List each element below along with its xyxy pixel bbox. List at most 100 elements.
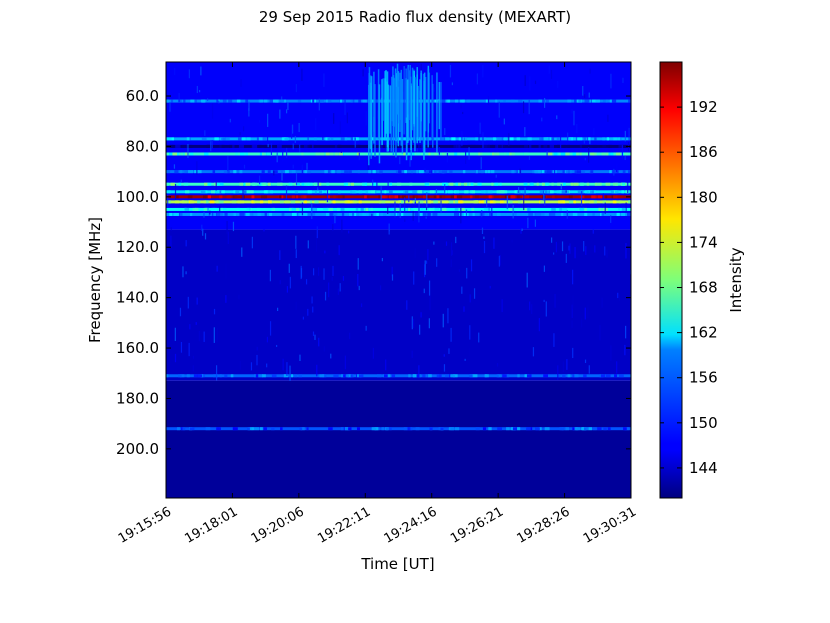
band-speckle xyxy=(176,195,179,199)
band-speckle xyxy=(245,212,250,216)
band-speckle xyxy=(225,137,230,141)
noise-streak xyxy=(409,157,411,167)
band-speckle xyxy=(278,195,282,199)
band-speckle xyxy=(556,190,562,194)
band-speckle xyxy=(468,182,472,186)
band-speckle xyxy=(572,212,578,216)
band-speckle xyxy=(295,207,300,211)
band-speckle xyxy=(416,374,420,378)
burst-streak xyxy=(438,82,441,130)
band-speckle xyxy=(493,137,496,141)
band-speckle xyxy=(228,144,233,148)
band-speckle xyxy=(372,170,376,174)
band-speckle xyxy=(441,152,446,156)
noise-streak xyxy=(337,288,340,295)
band-speckle xyxy=(343,374,346,378)
band-speckle xyxy=(418,200,424,204)
band-speckle xyxy=(449,200,454,204)
band-speckle xyxy=(628,170,631,174)
band-speckle xyxy=(347,200,352,204)
band-speckle xyxy=(508,152,512,156)
band-speckle xyxy=(428,374,432,378)
band-speckle xyxy=(233,170,237,174)
noise-streak xyxy=(593,128,595,136)
band-speckle xyxy=(303,212,308,216)
band-speckle xyxy=(294,190,299,194)
band-speckle xyxy=(250,190,254,194)
band-speckle xyxy=(315,152,321,156)
noise-streak xyxy=(520,228,522,234)
x-tick-label: 19:30:31 xyxy=(581,504,639,546)
band-speckle xyxy=(178,374,182,378)
noise-streak xyxy=(476,73,479,85)
band-speckle xyxy=(586,190,590,194)
band-speckle xyxy=(529,144,532,148)
band-speckle xyxy=(298,374,302,378)
band-speckle xyxy=(341,195,345,199)
band-speckle xyxy=(237,200,241,204)
band-speckle xyxy=(624,152,629,156)
band-speckle xyxy=(238,195,243,199)
noise-streak xyxy=(169,102,171,112)
band-speckle xyxy=(506,152,510,156)
band-speckle xyxy=(454,195,458,199)
band-speckle xyxy=(380,195,386,199)
band-speckle xyxy=(179,212,183,216)
band-speckle xyxy=(540,212,545,216)
band-speckle xyxy=(185,207,190,211)
band-speckle xyxy=(327,195,330,199)
band-speckle xyxy=(303,144,308,148)
band-speckle xyxy=(193,374,197,378)
noise-streak xyxy=(589,140,591,145)
y-axis: 60.0 80.0 100.0 120.0 140.0 160.0 180.0 200.0 xyxy=(116,87,631,458)
burst-streak xyxy=(420,70,422,122)
band-speckle xyxy=(417,190,423,194)
band-speckle xyxy=(470,182,474,186)
noise-streak xyxy=(281,170,283,181)
noise-streak xyxy=(551,237,553,243)
band-speckle xyxy=(348,170,352,174)
band-speckle xyxy=(412,152,415,156)
noise-streak xyxy=(589,68,591,74)
burst-streak xyxy=(414,77,416,152)
noise-streak xyxy=(468,347,470,357)
band-speckle xyxy=(358,190,363,194)
band-speckle xyxy=(366,212,369,216)
band-speckle xyxy=(350,374,353,378)
region-middle xyxy=(166,229,631,381)
burst-streak xyxy=(419,79,421,143)
burst-streak xyxy=(381,79,383,146)
band-speckle xyxy=(626,212,631,216)
band-speckle xyxy=(581,144,586,148)
frequency-band xyxy=(166,144,631,148)
noise-streak xyxy=(201,224,203,231)
frequency-band xyxy=(166,374,631,378)
noise-streak xyxy=(588,92,590,98)
noise-streak xyxy=(286,362,288,377)
noise-streak xyxy=(219,205,221,212)
band-speckle xyxy=(394,195,398,199)
band-speckle xyxy=(230,374,234,378)
noise-streak xyxy=(418,201,420,213)
noise-streak xyxy=(625,325,627,339)
band-speckle xyxy=(412,200,416,204)
noise-streak xyxy=(301,68,303,81)
band-speckle xyxy=(220,207,223,211)
noise-streak xyxy=(394,201,396,218)
band-speckle xyxy=(433,170,437,174)
band-speckle xyxy=(256,207,261,211)
band-speckle xyxy=(591,190,596,194)
band-speckle xyxy=(628,200,631,204)
band-speckle xyxy=(325,212,330,216)
band-speckle xyxy=(496,374,499,378)
band-speckle xyxy=(610,137,614,141)
x-tick-label: 19:20:06 xyxy=(249,504,307,546)
noise-streak xyxy=(420,312,422,318)
noise-streak xyxy=(433,87,435,92)
band-speckle xyxy=(184,170,189,174)
band-speckle xyxy=(325,137,330,141)
noise-streak xyxy=(446,152,449,163)
noise-streak xyxy=(227,155,229,172)
band-speckle xyxy=(271,207,275,211)
x-tick-label: 19:26:21 xyxy=(448,504,506,546)
